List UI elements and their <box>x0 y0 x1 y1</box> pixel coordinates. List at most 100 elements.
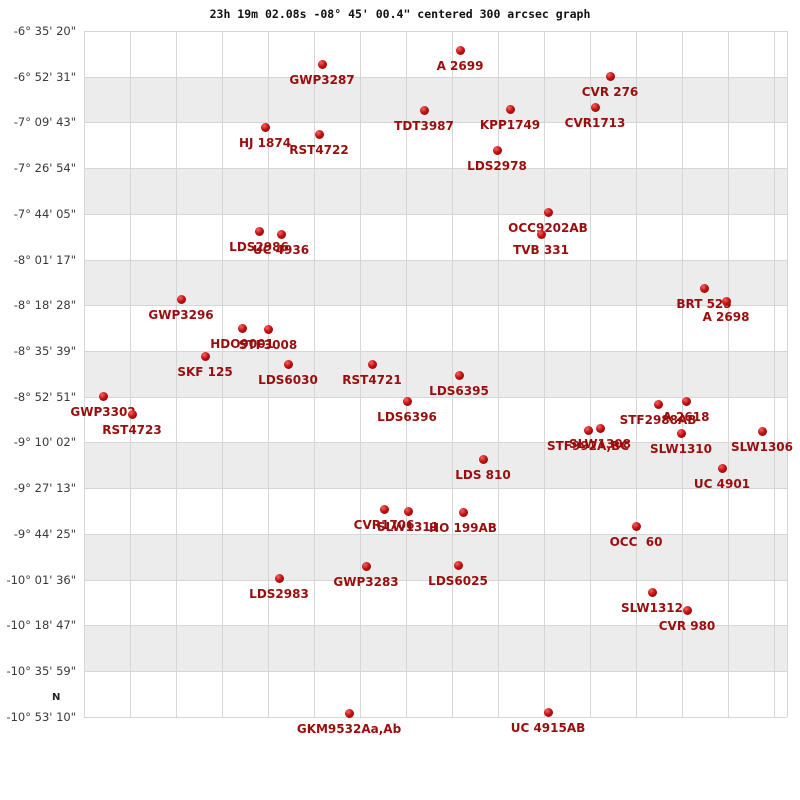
star-label: SLW1308 <box>569 436 631 451</box>
y-tick-label: -8° 35' 39" <box>13 343 76 358</box>
h-gridline <box>84 717 787 718</box>
star-point <box>536 229 546 239</box>
star-point <box>274 573 284 583</box>
star-point <box>403 506 413 516</box>
star-point <box>681 396 691 406</box>
star-label: A 2698 <box>702 309 750 324</box>
star-label: LDS6396 <box>377 409 437 424</box>
star-label: LDS2986 <box>229 239 289 254</box>
star-point <box>543 207 553 217</box>
star-label: GWP3287 <box>289 72 355 87</box>
star-point <box>631 521 641 531</box>
star-label: CVR1713 <box>564 115 626 130</box>
star-point <box>595 423 605 433</box>
y-tick-label: -6° 35' 20" <box>13 24 76 38</box>
y-tick-label: -8° 18' 28" <box>13 298 76 313</box>
star-label: TDT3987 <box>394 118 454 133</box>
star-label: LDS2978 <box>467 158 527 173</box>
plot-right-border <box>787 31 788 717</box>
band-row <box>84 625 787 671</box>
band-row <box>84 76 787 123</box>
y-tick-label: -6° 52' 31" <box>13 69 76 84</box>
star-label: SKF 125 <box>177 364 233 379</box>
y-tick-label: -8° 01' 17" <box>13 252 76 267</box>
y-tick-label: -9° 44' 25" <box>13 526 76 541</box>
star-point <box>653 399 663 409</box>
star-label: UC 4901 <box>693 476 751 491</box>
star-point <box>200 351 210 361</box>
star-point <box>254 226 264 236</box>
y-tick-label: -7° 44' 05" <box>13 206 76 221</box>
star-label: HJ 1874 <box>238 135 292 150</box>
star-point <box>98 391 108 401</box>
star-point <box>283 359 293 369</box>
star-point <box>317 59 327 69</box>
star-label: CVR 276 <box>581 84 639 99</box>
star-point <box>682 605 692 615</box>
h-gridline <box>84 534 787 535</box>
star-point <box>402 396 412 406</box>
star-label: GWP3302 <box>70 404 136 419</box>
v-gridline <box>636 31 637 717</box>
star-label: GWP3283 <box>333 574 399 589</box>
v-gridline <box>544 31 545 717</box>
y-tick-label: -9° 10' 02" <box>13 435 76 450</box>
v-gridline <box>360 31 361 717</box>
star-label: LDS 810 <box>455 467 511 482</box>
h-gridline <box>84 488 787 489</box>
star-label: LDS6025 <box>428 573 488 588</box>
h-gridline <box>84 351 787 352</box>
star-point <box>757 426 767 436</box>
star-point <box>176 294 186 304</box>
v-gridline <box>84 31 85 717</box>
y-tick-label: -8° 52' 51" <box>13 389 76 404</box>
star-point <box>419 105 429 115</box>
star-label: LDS2983 <box>249 586 309 601</box>
chart-title: 23h 19m 02.08s -08° 45' 00.4" centered 3… <box>209 7 591 21</box>
star-point <box>583 425 593 435</box>
star-label: RST4721 <box>342 372 402 387</box>
v-gridline <box>498 31 499 717</box>
star-label: LDS6030 <box>258 372 318 387</box>
star-label: STF2988AB <box>619 412 697 427</box>
star-point <box>453 560 463 570</box>
v-gridline <box>452 31 453 717</box>
star-label: GKM9532Aa,Ab <box>296 721 402 736</box>
star-label: CVR 980 <box>658 618 716 633</box>
h-gridline <box>84 214 787 215</box>
y-tick-label: -9° 27' 13" <box>13 481 76 496</box>
h-gridline <box>84 31 787 32</box>
star-point <box>367 359 377 369</box>
v-gridline <box>682 31 683 717</box>
star-point <box>543 707 553 717</box>
v-gridline <box>130 31 131 717</box>
star-point <box>454 370 464 380</box>
star-point <box>344 708 354 718</box>
y-tick-label: -7° 09' 43" <box>13 115 76 130</box>
star-label: OCC 60 <box>609 534 663 549</box>
star-point <box>127 409 137 419</box>
star-point <box>263 324 273 334</box>
star-label: RST4723 <box>102 422 162 437</box>
star-label: STF992A,BC <box>546 438 630 453</box>
v-gridline <box>222 31 223 717</box>
v-gridline <box>728 31 729 717</box>
star-point <box>458 507 468 517</box>
star-label: HO 199AB <box>429 520 497 535</box>
h-gridline <box>84 122 787 123</box>
star-point <box>260 122 270 132</box>
star-point <box>717 463 727 473</box>
star-label: LDS6395 <box>429 383 489 398</box>
h-gridline <box>84 260 787 261</box>
v-gridline <box>774 31 775 717</box>
h-gridline <box>84 442 787 443</box>
star-label: UC 4936 <box>252 242 310 257</box>
star-label: A 2618 <box>662 409 710 424</box>
star-label: SLW1312 <box>621 600 683 615</box>
star-point <box>492 145 502 155</box>
h-gridline <box>84 77 787 78</box>
y-tick-label: -7° 26' 54" <box>13 161 76 176</box>
h-gridline <box>84 580 787 581</box>
star-point <box>379 504 389 514</box>
h-gridline <box>84 168 787 169</box>
